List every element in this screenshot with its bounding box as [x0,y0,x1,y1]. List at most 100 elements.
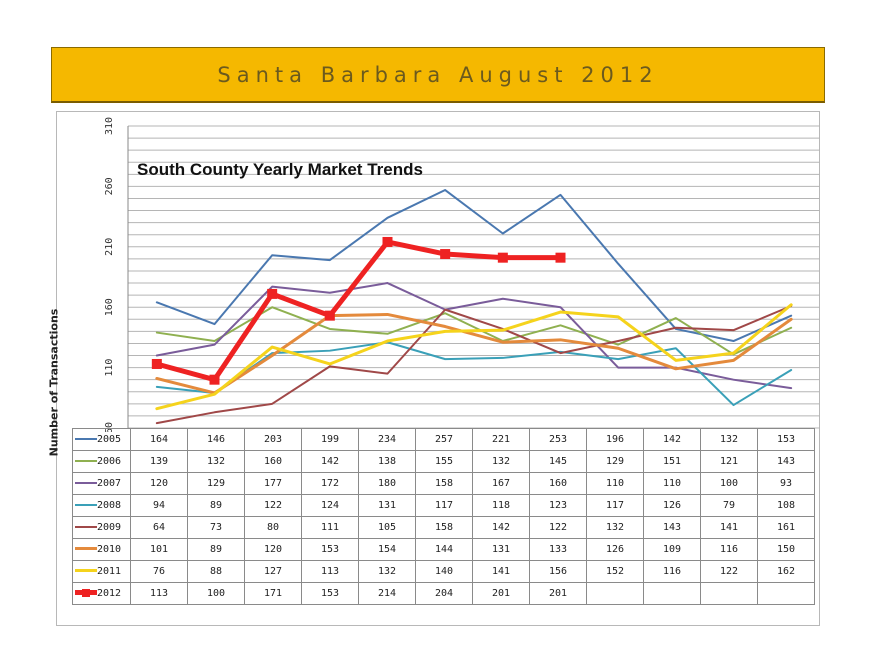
legend-swatch [75,544,97,554]
table-cell: 64 [130,516,188,539]
table-cell: 199 [301,428,359,451]
table-cell: 139 [130,450,188,473]
data-table: 2005 164 146 203 199 234 257 221 253 196 142 132 153… [72,428,815,605]
table-cell: 140 [415,560,473,583]
table-cell: 156 [529,560,587,583]
legend-label: 2012 [97,588,122,599]
table-cell: 126 [586,538,644,561]
table-cell: 158 [415,516,473,539]
table-row: 2011 76 88 127 113 132 140 141 156 152 116 122 162 [72,560,815,583]
table-cell [757,582,815,605]
table-cell: 76 [130,560,188,583]
banner-title: Santa Barbara August 2012 [217,62,659,87]
table-row: 2012 113 100 171 153 214 204 201 201 [72,582,815,605]
legend-label: 2007 [97,478,122,489]
table-row: 2005 164 146 203 199 234 257 221 253 196 142 132 153 [72,428,815,451]
table-cell: 153 [757,428,815,451]
series-line-2005 [155,189,793,343]
table-cell: 109 [643,538,701,561]
table-cell: 121 [700,450,758,473]
table-cell: 234 [358,428,416,451]
table-cell: 142 [472,516,530,539]
table-cell: 171 [244,582,302,605]
legend-swatch [75,500,97,510]
table-cell: 131 [472,538,530,561]
table-cell: 124 [301,494,359,517]
table-cell: 253 [529,428,587,451]
table-cell: 221 [472,428,530,451]
table-cell: 73 [187,516,245,539]
table-cell: 105 [358,516,416,539]
table-cell: 151 [643,450,701,473]
table-cell: 113 [301,560,359,583]
data-point-2012 [151,358,162,369]
table-cell: 201 [529,582,587,605]
legend-label: 2005 [97,434,122,445]
series-line-2009 [155,304,793,425]
table-cell: 133 [529,538,587,561]
y-axis-label: Number of Transactions [47,308,61,457]
table-cell: 141 [472,560,530,583]
table-cell: 122 [244,494,302,517]
table-cell: 132 [472,450,530,473]
table-cell: 80 [244,516,302,539]
table-cell: 160 [244,450,302,473]
table-cell: 117 [586,494,644,517]
series-line-2012 [154,239,563,383]
table-cell: 158 [415,472,473,495]
table-cell: 214 [358,582,416,605]
table-cell: 143 [757,450,815,473]
title-banner: Santa Barbara August 2012 [51,47,825,103]
table-cell: 196 [586,428,644,451]
table-cell: 146 [187,428,245,451]
y-tick-label: 210 [104,238,115,256]
table-cell: 204 [415,582,473,605]
table-cell: 257 [415,428,473,451]
table-cell [586,582,644,605]
legend-swatch [75,456,97,466]
table-cell: 118 [472,494,530,517]
data-point-2012 [382,236,393,247]
table-cell: 131 [358,494,416,517]
gridlines [127,125,820,429]
legend-swatch [75,434,97,444]
legend-key: 2005 [72,428,131,451]
series-lines [151,189,793,425]
legend-key: 2012 [72,582,131,605]
table-cell: 177 [244,472,302,495]
table-cell: 167 [472,472,530,495]
table-cell: 143 [643,516,701,539]
legend-label: 2009 [97,522,122,533]
table-row: 2009 64 73 80 111 105 158 142 122 132 143 141 161 [72,516,815,539]
legend-key: 2011 [72,560,131,583]
table-cell: 94 [130,494,188,517]
table-cell: 116 [700,538,758,561]
table-cell: 203 [244,428,302,451]
y-tick-label: 60 [104,422,115,432]
series-line-2010 [155,312,793,395]
table-cell: 132 [187,450,245,473]
table-cell: 142 [643,428,701,451]
table-row: 2010 101 89 120 153 154 144 131 133 126 109 116 150 [72,538,815,561]
legend-key: 2008 [72,494,131,517]
legend-label: 2011 [97,566,122,577]
table-cell: 89 [187,494,245,517]
series-line-2008 [155,341,793,407]
table-cell: 113 [130,582,188,605]
table-cell: 152 [586,560,644,583]
data-point-2012 [209,374,220,385]
table-cell: 162 [757,560,815,583]
legend-label: 2008 [97,500,122,511]
table-cell: 120 [244,538,302,561]
table-cell: 111 [301,516,359,539]
table-cell: 110 [586,472,644,495]
table-row: 2008 94 89 122 124 131 117 118 123 117 126 79 108 [72,494,815,517]
series-line-2011 [155,303,793,411]
y-tick-label: 160 [104,298,115,316]
table-cell: 132 [586,516,644,539]
table-cell: 122 [700,560,758,583]
table-cell: 161 [757,516,815,539]
table-cell [643,582,701,605]
legend-swatch [75,522,97,532]
